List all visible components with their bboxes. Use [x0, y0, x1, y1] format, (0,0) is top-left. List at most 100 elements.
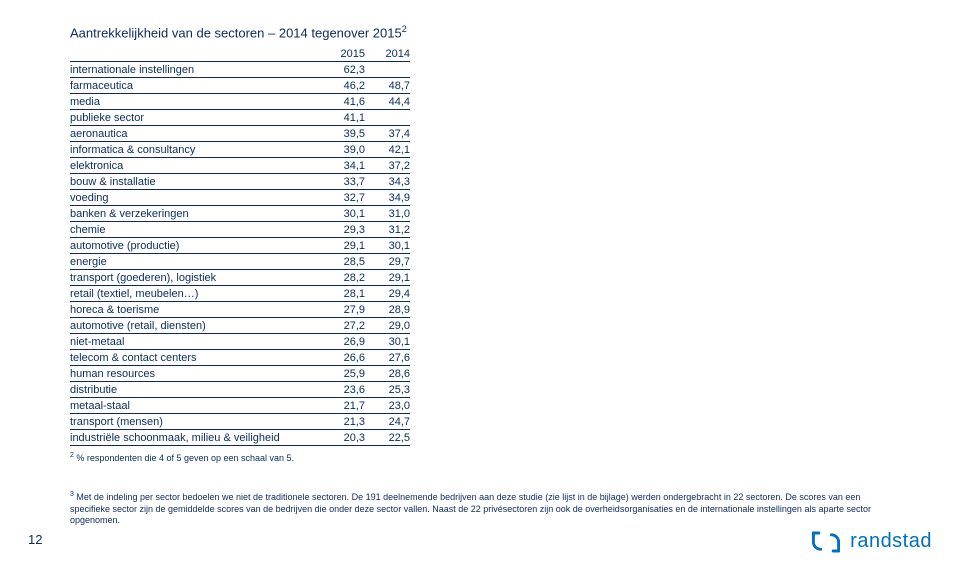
- row-val-2015: 26,9: [320, 334, 365, 350]
- row-label: transport (goederen), logistiek: [70, 270, 320, 286]
- row-val-2014: 34,3: [365, 174, 410, 190]
- bottom-footnote: 3 Met de indeling per sector bedoelen we…: [70, 490, 890, 527]
- table-row: elektronica34,137,2: [70, 158, 410, 174]
- sector-table: 2015 2014 internationale instellingen62,…: [70, 46, 410, 446]
- row-val-2014: [365, 110, 410, 126]
- row-val-2014: 29,1: [365, 270, 410, 286]
- row-label: horeca & toerisme: [70, 302, 320, 318]
- row-label: telecom & contact centers: [70, 350, 320, 366]
- row-val-2014: [365, 62, 410, 78]
- row-val-2014: 25,3: [365, 382, 410, 398]
- row-val-2014: 34,9: [365, 190, 410, 206]
- page-number: 12: [28, 532, 42, 547]
- footnote: 2 % respondenten die 4 of 5 geven op een…: [70, 452, 890, 463]
- row-val-2015: 28,2: [320, 270, 365, 286]
- row-val-2015: 39,5: [320, 126, 365, 142]
- row-label: distributie: [70, 382, 320, 398]
- table-row: horeca & toerisme27,928,9: [70, 302, 410, 318]
- brand-logo: randstad: [808, 530, 932, 553]
- row-label: niet-metaal: [70, 334, 320, 350]
- row-val-2014: 27,6: [365, 350, 410, 366]
- header-blank: [70, 46, 320, 62]
- table-row: media41,644,4: [70, 94, 410, 110]
- table-row: transport (goederen), logistiek28,229,1: [70, 270, 410, 286]
- row-val-2014: 24,7: [365, 414, 410, 430]
- table-row: publieke sector41,1: [70, 110, 410, 126]
- row-label: bouw & installatie: [70, 174, 320, 190]
- row-val-2015: 29,1: [320, 238, 365, 254]
- row-val-2015: 28,1: [320, 286, 365, 302]
- logo-text: randstad: [850, 530, 932, 553]
- row-val-2014: 48,7: [365, 78, 410, 94]
- row-val-2014: 29,7: [365, 254, 410, 270]
- row-label: informatica & consultancy: [70, 142, 320, 158]
- table-row: energie28,529,7: [70, 254, 410, 270]
- row-label: industriële schoonmaak, milieu & veiligh…: [70, 430, 320, 446]
- row-val-2015: 21,7: [320, 398, 365, 414]
- row-label: media: [70, 94, 320, 110]
- row-label: banken & verzekeringen: [70, 206, 320, 222]
- row-label: human resources: [70, 366, 320, 382]
- header-2014: 2014: [365, 46, 410, 62]
- table-row: automotive (productie)29,130,1: [70, 238, 410, 254]
- table-header-row: 2015 2014: [70, 46, 410, 62]
- row-val-2015: 39,0: [320, 142, 365, 158]
- row-val-2015: 32,7: [320, 190, 365, 206]
- row-val-2014: 37,2: [365, 158, 410, 174]
- row-val-2015: 33,7: [320, 174, 365, 190]
- table-row: human resources25,928,6: [70, 366, 410, 382]
- table-row: industriële schoonmaak, milieu & veiligh…: [70, 430, 410, 446]
- table-row: farmaceutica46,248,7: [70, 78, 410, 94]
- row-label: transport (mensen): [70, 414, 320, 430]
- table-row: automotive (retail, diensten)27,229,0: [70, 318, 410, 334]
- row-label: metaal-staal: [70, 398, 320, 414]
- row-val-2014: 31,0: [365, 206, 410, 222]
- row-val-2015: 21,3: [320, 414, 365, 430]
- row-val-2015: 41,6: [320, 94, 365, 110]
- table-row: internationale instellingen62,3: [70, 62, 410, 78]
- row-val-2015: 41,1: [320, 110, 365, 126]
- title-superscript: 2: [402, 24, 407, 34]
- row-val-2015: 62,3: [320, 62, 365, 78]
- row-label: elektronica: [70, 158, 320, 174]
- table-row: retail (textiel, meubelen…)28,129,4: [70, 286, 410, 302]
- row-val-2014: 28,9: [365, 302, 410, 318]
- table-row: distributie23,625,3: [70, 382, 410, 398]
- row-val-2014: 29,0: [365, 318, 410, 334]
- row-val-2015: 27,9: [320, 302, 365, 318]
- randstad-icon: [808, 531, 844, 553]
- row-val-2015: 29,3: [320, 222, 365, 238]
- row-val-2015: 25,9: [320, 366, 365, 382]
- row-val-2014: 42,1: [365, 142, 410, 158]
- header-2015: 2015: [320, 46, 365, 62]
- row-label: voeding: [70, 190, 320, 206]
- section-title: Aantrekkelijkheid van de sectoren – 2014…: [70, 24, 890, 40]
- table-row: niet-metaal26,930,1: [70, 334, 410, 350]
- row-val-2014: 37,4: [365, 126, 410, 142]
- row-val-2014: 30,1: [365, 334, 410, 350]
- row-label: farmaceutica: [70, 78, 320, 94]
- row-val-2014: 31,2: [365, 222, 410, 238]
- row-label: publieke sector: [70, 110, 320, 126]
- row-val-2014: 28,6: [365, 366, 410, 382]
- row-val-2015: 30,1: [320, 206, 365, 222]
- table-row: telecom & contact centers26,627,6: [70, 350, 410, 366]
- row-label: energie: [70, 254, 320, 270]
- row-val-2014: 44,4: [365, 94, 410, 110]
- footnote-text: % respondenten die 4 of 5 geven op een s…: [74, 453, 294, 463]
- row-val-2015: 20,3: [320, 430, 365, 446]
- row-label: aeronautica: [70, 126, 320, 142]
- row-label: automotive (productie): [70, 238, 320, 254]
- row-val-2015: 27,2: [320, 318, 365, 334]
- row-val-2014: 22,5: [365, 430, 410, 446]
- row-val-2015: 46,2: [320, 78, 365, 94]
- row-val-2015: 34,1: [320, 158, 365, 174]
- table-row: aeronautica39,537,4: [70, 126, 410, 142]
- row-val-2014: 23,0: [365, 398, 410, 414]
- row-val-2015: 23,6: [320, 382, 365, 398]
- row-label: retail (textiel, meubelen…): [70, 286, 320, 302]
- table-row: transport (mensen)21,324,7: [70, 414, 410, 430]
- table-row: banken & verzekeringen30,131,0: [70, 206, 410, 222]
- row-val-2015: 28,5: [320, 254, 365, 270]
- row-val-2015: 26,6: [320, 350, 365, 366]
